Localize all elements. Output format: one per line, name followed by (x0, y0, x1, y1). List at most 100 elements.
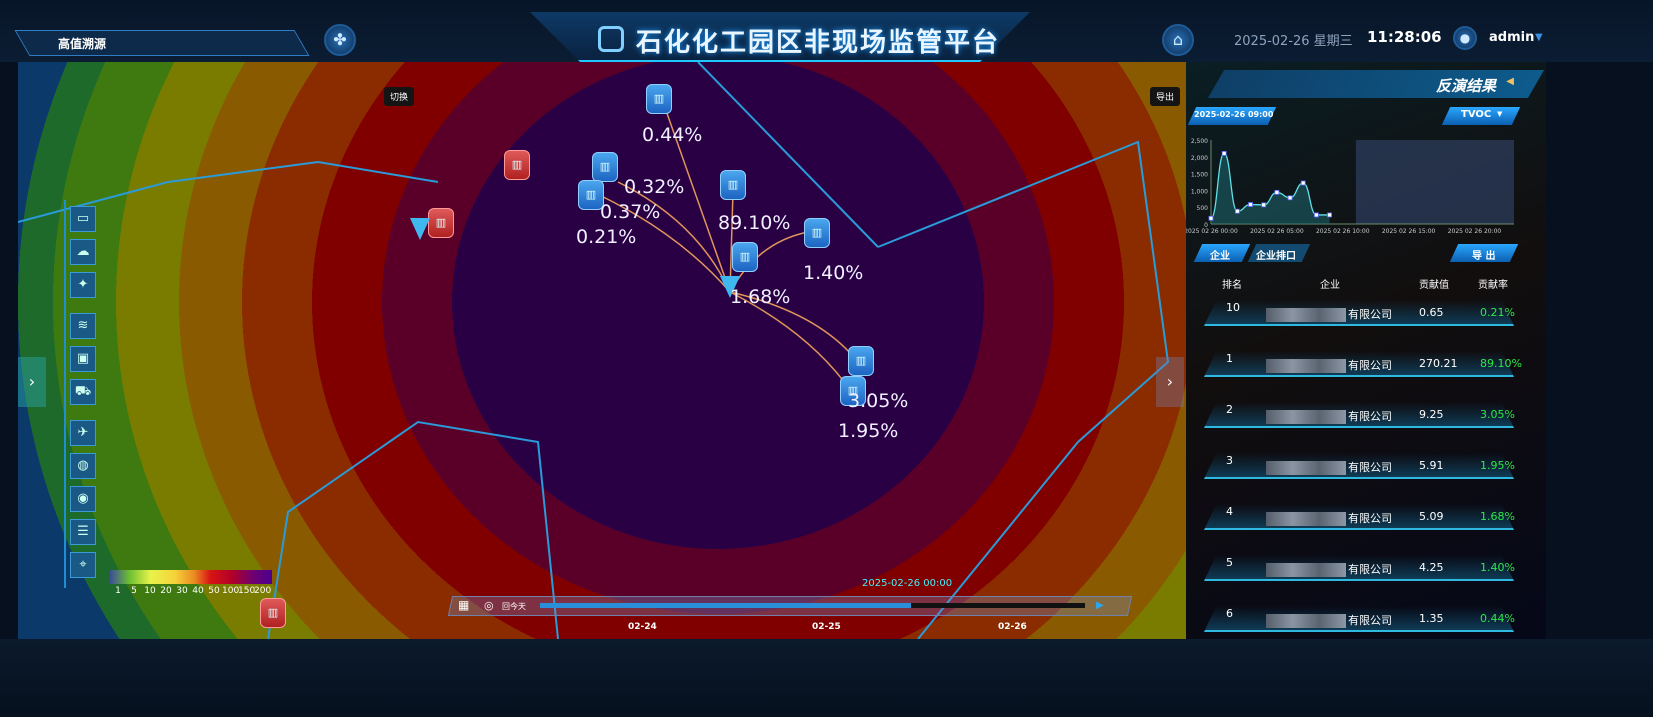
y-tick-label: 1,000 (1191, 188, 1208, 195)
table-row[interactable]: 4 有限公司 5.09 1.68% (1204, 504, 1515, 530)
table-row[interactable]: 3 有限公司 5.91 1.95% (1204, 453, 1515, 479)
mode-label[interactable]: 高值溯源 (58, 37, 107, 51)
map-overlay (18, 62, 1170, 639)
calendar-icon[interactable]: ▦ (458, 598, 470, 612)
vehicle-icon[interactable]: ⛟ (70, 379, 96, 405)
enterprise-marker[interactable]: ▥ (260, 598, 286, 628)
data-point (1248, 202, 1253, 207)
source-marker[interactable]: ▥ (646, 84, 672, 114)
table-row[interactable]: 5 有限公司 4.25 1.40% (1204, 555, 1515, 581)
col-company: 企业 (1320, 280, 1340, 291)
layers-window-icon[interactable]: ▭ (70, 206, 96, 232)
apps-icon[interactable]: ✤ (324, 24, 356, 56)
row-bg (1204, 300, 1514, 326)
source-marker[interactable]: ▥ (840, 376, 866, 406)
export-button-label[interactable]: 导 出 (1472, 251, 1496, 262)
chevron-down-icon[interactable]: ▼ (1535, 32, 1543, 43)
play-button[interactable]: ▶ (1096, 600, 1104, 611)
timeline-slider[interactable] (540, 603, 1085, 608)
tab-enterprise-label[interactable]: 企业 (1210, 251, 1230, 262)
contribution-value: 270.21 (1419, 357, 1458, 370)
company-name: 有限公司 (1266, 408, 1392, 424)
contribution-value: 9.25 (1419, 408, 1444, 421)
rank: 2 (1226, 403, 1233, 416)
rank: 4 (1226, 505, 1233, 518)
redacted-name (1266, 512, 1346, 526)
time-badge: 2025-02-26 09:00 (1194, 110, 1274, 119)
table-row[interactable]: 2 有限公司 9.25 3.05% (1204, 402, 1515, 428)
cloud-icon[interactable]: ☁ (70, 239, 96, 265)
switch-button[interactable]: 切换 (384, 87, 415, 106)
speaker-icon: ◀ (1506, 76, 1514, 87)
home-icon[interactable]: ⌂ (1162, 24, 1194, 56)
locate-icon[interactable]: ◎ (484, 599, 494, 612)
pollutant-value[interactable]: TVOC (1461, 109, 1492, 120)
stack-icon[interactable]: ☰ (70, 519, 96, 545)
legend-tick: 30 (176, 586, 188, 596)
data-point (1274, 190, 1280, 195)
contribution-label: 0.37% (600, 201, 661, 223)
timeline-date[interactable]: 02-26 (998, 622, 1027, 632)
wind-icon[interactable]: ≋ (70, 313, 96, 339)
timeline-progress (540, 603, 911, 608)
legend-tick: 150 (238, 586, 256, 596)
company-name: 有限公司 (1266, 561, 1392, 577)
data-point (1261, 202, 1267, 208)
export-map-button[interactable]: 导出 (1150, 87, 1181, 106)
data-point (1208, 215, 1214, 221)
contribution-value: 0.65 (1419, 306, 1444, 319)
scan-icon[interactable]: ▣ (70, 346, 96, 372)
row-bg (1204, 504, 1514, 530)
data-point (1300, 180, 1306, 186)
location-icon[interactable]: ⌖ (70, 552, 96, 578)
table-row[interactable]: 1 有限公司 270.21 89.10% (1204, 351, 1522, 377)
col-rank: 排名 (1222, 280, 1242, 291)
expand-left-button[interactable]: › (18, 357, 46, 407)
source-marker[interactable]: ▥ (732, 242, 758, 272)
satellite-icon[interactable]: ✈ (70, 420, 96, 446)
circle-layer-icon[interactable]: ◉ (70, 486, 96, 512)
tab-outlet-label[interactable]: 企业排口 (1256, 251, 1296, 262)
contribution-label: 1.68% (730, 286, 791, 308)
contribution-rate: 89.10% (1480, 357, 1522, 370)
contribution-label: 89.10% (718, 212, 791, 234)
source-marker[interactable]: ▥ (804, 218, 830, 248)
contribution-value: 4.25 (1419, 561, 1444, 574)
header: 高值溯源 ✤ 石化化工园区非现场监管平台 ⌂ 2025-02-26 星期三 11… (0, 0, 1653, 62)
data-point (1287, 195, 1293, 201)
company-name: 有限公司 (1266, 510, 1392, 526)
wind-tree-icon[interactable]: ✦ (70, 272, 96, 298)
enterprise-marker[interactable]: ▥ (428, 208, 454, 238)
globe-icon[interactable]: ◍ (70, 453, 96, 479)
table-row[interactable]: 6 有限公司 1.35 0.44% (1204, 606, 1515, 632)
legend-tick: 10 (144, 586, 156, 596)
data-point (1221, 151, 1227, 156)
rank: 6 (1226, 607, 1233, 620)
legend-tick: 50 (208, 586, 220, 596)
enterprise-marker[interactable]: ▥ (504, 150, 530, 180)
contribution-label: 0.44% (642, 124, 703, 146)
collapse-panel-button[interactable]: › (1156, 357, 1184, 407)
contribution-rate: 1.68% (1480, 510, 1515, 523)
contribution-label: 0.32% (624, 176, 685, 198)
user-avatar-icon[interactable]: ● (1453, 26, 1477, 50)
timeline-date[interactable]: 02-24 (628, 622, 657, 632)
table-row[interactable]: 10 有限公司 0.65 0.21% (1204, 300, 1515, 326)
source-marker[interactable]: ▥ (720, 170, 746, 200)
source-marker[interactable]: ▥ (578, 180, 604, 210)
shaded-range (1355, 140, 1514, 224)
username[interactable]: admin (1489, 30, 1535, 45)
row-bg (1204, 555, 1514, 581)
chevron-down-icon[interactable]: ▼ (1497, 110, 1503, 118)
page-title: 石化化工园区非现场监管平台 (636, 28, 1001, 58)
source-marker[interactable]: ▥ (848, 346, 874, 376)
today-button[interactable]: 回今天 (502, 602, 526, 611)
redacted-name (1266, 461, 1346, 475)
legend-tick: 200 (254, 586, 272, 596)
contribution-rate: 0.44% (1480, 612, 1515, 625)
map[interactable]: 切换 导出 ▥ ▥ ▥ ▥ ▥ ▥ ▥ ▥ ▥ ▥ ▥ 0.44% 0.32% … (18, 62, 1186, 639)
timeline-date[interactable]: 02-25 (812, 622, 841, 632)
map-toolbar: ▭ ☁ ✦ ≋ ▣ ⛟ ✈ ◍ ◉ ☰ ⌖ (64, 200, 98, 588)
footer (0, 639, 1653, 717)
source-marker[interactable]: ▥ (592, 152, 618, 182)
